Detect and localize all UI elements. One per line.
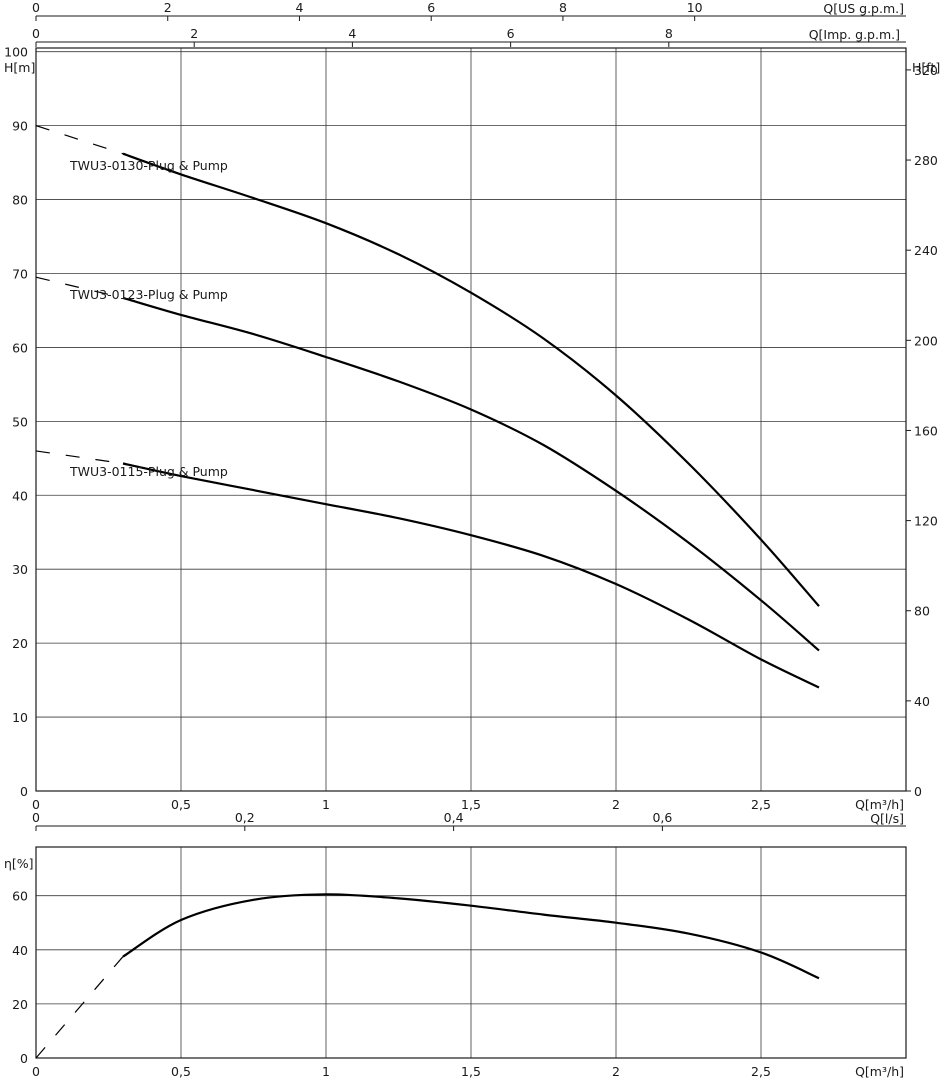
head-curve-2 bbox=[122, 296, 820, 652]
ft-tick-label: 80 bbox=[914, 604, 930, 619]
eff-x-tick-label: 2 bbox=[612, 1064, 620, 1079]
eff-y-tick-label: 20 bbox=[12, 997, 28, 1012]
head-y-tick-label: 90 bbox=[12, 119, 28, 134]
imp-gpm-axis-label: Q[Imp. g.p.m.] bbox=[809, 27, 900, 42]
head-y-tick-label: 20 bbox=[12, 636, 28, 651]
head-plot-frame bbox=[35, 47, 907, 792]
head-y-tick-label: 80 bbox=[12, 193, 28, 208]
head-curve-1 bbox=[122, 152, 820, 607]
imp-gpm-tick-label: 8 bbox=[665, 26, 673, 41]
head-x-tick-label: 1,5 bbox=[461, 797, 481, 812]
head-y-tick-label: 100 bbox=[4, 45, 28, 60]
eff-x-axis-label: Q[m³/h] bbox=[855, 1064, 904, 1079]
series-label: TWU3-0130-Plug & Pump bbox=[69, 158, 228, 173]
head-y-tick-label: 10 bbox=[12, 710, 28, 725]
us-gpm-tick-label: 6 bbox=[427, 0, 435, 15]
ls-tick-label: 0,4 bbox=[444, 810, 464, 825]
eff-x-tick-label: 0,5 bbox=[171, 1064, 191, 1079]
eff-x-tick-label: 0 bbox=[32, 1064, 40, 1079]
eff-y-tick-label: 40 bbox=[12, 943, 28, 958]
head-y-tick-label: 70 bbox=[12, 266, 28, 281]
ft-tick-label: 40 bbox=[914, 694, 930, 709]
imp-gpm-tick-label: 4 bbox=[348, 26, 356, 41]
head-curve-dashed-1 bbox=[35, 125, 124, 155]
ft-tick-label: 280 bbox=[914, 153, 938, 168]
ft-tick-label: 160 bbox=[914, 423, 938, 438]
eff-y-axis-label: η[%] bbox=[4, 856, 34, 871]
series-label: TWU3-0123-Plug & Pump bbox=[69, 287, 228, 302]
imp-gpm-tick-label: 6 bbox=[507, 26, 515, 41]
ft-tick-label: 120 bbox=[914, 514, 938, 529]
eff-plot-frame bbox=[35, 846, 907, 1059]
head-x-tick-label: 1 bbox=[322, 797, 330, 812]
efficiency-curve-dashed bbox=[35, 956, 124, 1059]
head-curve-3 bbox=[122, 462, 820, 689]
ls-tick-label: 0,6 bbox=[652, 810, 672, 825]
ls-tick-label: 0,2 bbox=[235, 810, 255, 825]
eff-x-tick-label: 1 bbox=[322, 1064, 330, 1079]
series-label: TWU3-0115-Plug & Pump bbox=[69, 464, 228, 479]
head-x-tick-label: 0,5 bbox=[171, 797, 191, 812]
us-gpm-axis-label: Q[US g.p.m.] bbox=[823, 1, 904, 16]
ft-tick-label: 0 bbox=[914, 784, 922, 799]
head-x-tick-label: 2,5 bbox=[751, 797, 771, 812]
head-y-tick-label: 60 bbox=[12, 340, 28, 355]
head-y-tick-label: 30 bbox=[12, 562, 28, 577]
us-gpm-tick-label: 0 bbox=[32, 0, 40, 15]
us-gpm-tick-label: 8 bbox=[559, 0, 567, 15]
us-gpm-tick-label: 4 bbox=[295, 0, 303, 15]
imp-gpm-tick-label: 0 bbox=[32, 26, 40, 41]
eff-x-tick-label: 1,5 bbox=[461, 1064, 481, 1079]
ls-tick-label: 0 bbox=[32, 810, 40, 825]
head-y-tick-label: 40 bbox=[12, 488, 28, 503]
head-x-axis-label: Q[m³/h] bbox=[855, 797, 904, 812]
ft-tick-label: 320 bbox=[914, 63, 938, 78]
eff-y-tick-label: 60 bbox=[12, 889, 28, 904]
us-gpm-tick-label: 10 bbox=[687, 0, 703, 15]
head-x-tick-label: 2 bbox=[612, 797, 620, 812]
ls-axis-label: Q[l/s] bbox=[870, 811, 904, 826]
head-x-tick-label: 0 bbox=[32, 797, 40, 812]
efficiency-curve bbox=[122, 893, 820, 980]
imp-gpm-tick-label: 2 bbox=[190, 26, 198, 41]
eff-x-tick-label: 2,5 bbox=[751, 1064, 771, 1079]
ft-tick-label: 200 bbox=[914, 333, 938, 348]
eff-y-tick-label: 0 bbox=[20, 1051, 28, 1066]
us-gpm-tick-label: 2 bbox=[164, 0, 172, 15]
ft-tick-label: 240 bbox=[914, 243, 938, 258]
head-y-tick-label: 0 bbox=[20, 784, 28, 799]
head-y-right-axis-label: H[ft] bbox=[912, 60, 940, 75]
head-curve-dashed-3 bbox=[35, 450, 124, 465]
head-y-axis-label: H[m] bbox=[4, 60, 35, 75]
head-y-tick-label: 50 bbox=[12, 414, 28, 429]
